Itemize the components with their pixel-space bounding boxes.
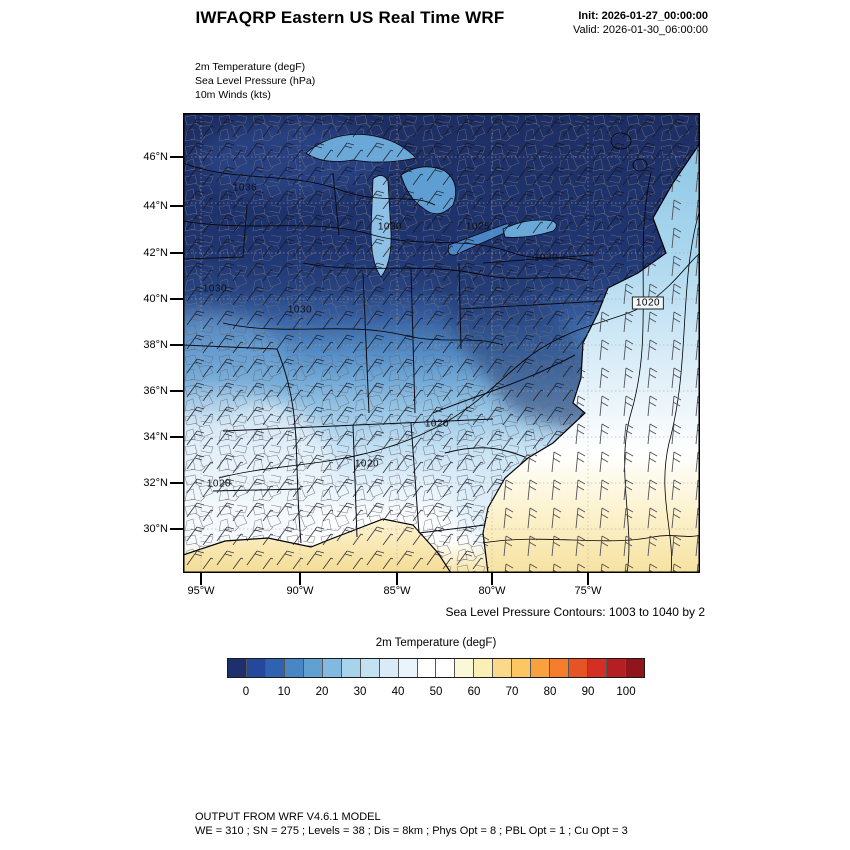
colorbar-tick-label: 70 xyxy=(505,686,519,698)
colorbar-tick-label: 30 xyxy=(353,686,367,698)
colorbar-cell xyxy=(531,659,551,677)
field-temperature: 2m Temperature (degF) xyxy=(195,61,306,73)
colorbar-tick-label: 100 xyxy=(616,686,636,698)
lon-tick-label: 75°W xyxy=(574,585,602,597)
colorbar-tick-label: 90 xyxy=(581,686,595,698)
colorbar-cell xyxy=(322,659,342,677)
lon-tick-mark xyxy=(587,573,589,585)
run-times: Init: 2026-01-27_00:00:00 Valid: 2026-01… xyxy=(488,9,708,37)
colorbar-cell xyxy=(417,659,437,677)
colorbar-ticks: 0 10 20 30 40 50 60 70 80 90 100 xyxy=(227,686,645,700)
lat-tick-label: 34°N xyxy=(143,431,168,443)
colorbar-cells xyxy=(227,658,645,678)
lon-tick-mark xyxy=(491,573,493,585)
lat-tick-label: 32°N xyxy=(143,477,168,489)
colorbar-cell xyxy=(550,659,570,677)
colorbar-cell xyxy=(398,659,418,677)
map-canvas: 1036 1030 1025 1020 1020 1030 1030 1020 1020 1020 xyxy=(183,113,700,573)
colorbar-cell xyxy=(265,659,285,677)
lon-tick-label: 85°W xyxy=(383,585,411,597)
colorbar-title: 2m Temperature (degF) xyxy=(375,637,497,649)
lon-tick-label: 80°W xyxy=(478,585,506,597)
colorbar-tick-label: 0 xyxy=(242,686,250,698)
colorbar-cell xyxy=(626,659,644,677)
colorbar-cell xyxy=(569,659,589,677)
lat-tick-mark xyxy=(170,528,183,530)
lon-tick-label: 95°W xyxy=(187,585,215,597)
lat-tick-label: 36°N xyxy=(143,385,168,397)
colorbar-cell xyxy=(436,659,456,677)
colorbar-cell xyxy=(607,659,627,677)
colorbar-cell xyxy=(455,659,475,677)
valid-time: Valid: 2026-01-30_06:00:00 xyxy=(573,24,708,36)
lat-tick-mark xyxy=(170,205,183,207)
lon-tick-mark xyxy=(200,573,202,585)
lat-tick-label: 38°N xyxy=(143,339,168,351)
lat-tick-label: 46°N xyxy=(143,151,168,163)
colorbar-cell xyxy=(379,659,399,677)
lat-tick-label: 44°N xyxy=(143,200,168,212)
colorbar-cell xyxy=(474,659,494,677)
colorbar-cell xyxy=(588,659,608,677)
lat-tick-label: 42°N xyxy=(143,247,168,259)
colorbar-cell xyxy=(493,659,513,677)
weather-map xyxy=(183,113,700,573)
colorbar-cell xyxy=(341,659,361,677)
field-winds: 10m Winds (kts) xyxy=(195,89,271,101)
colorbar-cell xyxy=(228,659,247,677)
lat-tick-label: 30°N xyxy=(143,523,168,535)
lat-tick-mark xyxy=(170,156,183,158)
lat-tick-label: 40°N xyxy=(143,293,168,305)
lat-tick-mark xyxy=(170,436,183,438)
lon-tick-label: 90°W xyxy=(286,585,314,597)
init-time: Init: 2026-01-27_00:00:00 xyxy=(578,10,708,22)
plotted-fields-list: 2m Temperature (degF) Sea Level Pressure… xyxy=(195,60,315,102)
colorbar-cell xyxy=(360,659,380,677)
lon-tick-mark xyxy=(299,573,301,585)
colorbar-tick-label: 80 xyxy=(543,686,557,698)
colorbar-tick-label: 10 xyxy=(277,686,291,698)
lat-tick-mark xyxy=(170,482,183,484)
map-frame xyxy=(183,113,700,573)
model-info: OUTPUT FROM WRF V4.6.1 MODEL WE = 310 ; … xyxy=(195,810,628,838)
field-pressure: Sea Level Pressure (hPa) xyxy=(195,75,316,87)
model-info-line1: OUTPUT FROM WRF V4.6.1 MODEL xyxy=(195,811,381,823)
colorbar-cell xyxy=(284,659,304,677)
page-title: IWFAQRP Eastern US Real Time WRF xyxy=(195,8,505,27)
contour-note: Sea Level Pressure Contours: 1003 to 104… xyxy=(445,605,706,619)
lat-tick-mark xyxy=(170,252,183,254)
colorbar-tick-label: 50 xyxy=(429,686,443,698)
lat-tick-mark xyxy=(170,344,183,346)
lat-tick-mark xyxy=(170,390,183,392)
colorbar-cell xyxy=(246,659,266,677)
colorbar-tick-label: 40 xyxy=(391,686,405,698)
colorbar-cell xyxy=(512,659,532,677)
lat-tick-mark xyxy=(170,298,183,300)
lon-tick-mark xyxy=(396,573,398,585)
colorbar-cell xyxy=(303,659,323,677)
colorbar-tick-label: 20 xyxy=(315,686,329,698)
wind-barbs-ocean xyxy=(483,143,700,573)
model-info-line2: WE = 310 ; SN = 275 ; Levels = 38 ; Dis … xyxy=(195,825,628,837)
colorbar-tick-label: 60 xyxy=(467,686,481,698)
